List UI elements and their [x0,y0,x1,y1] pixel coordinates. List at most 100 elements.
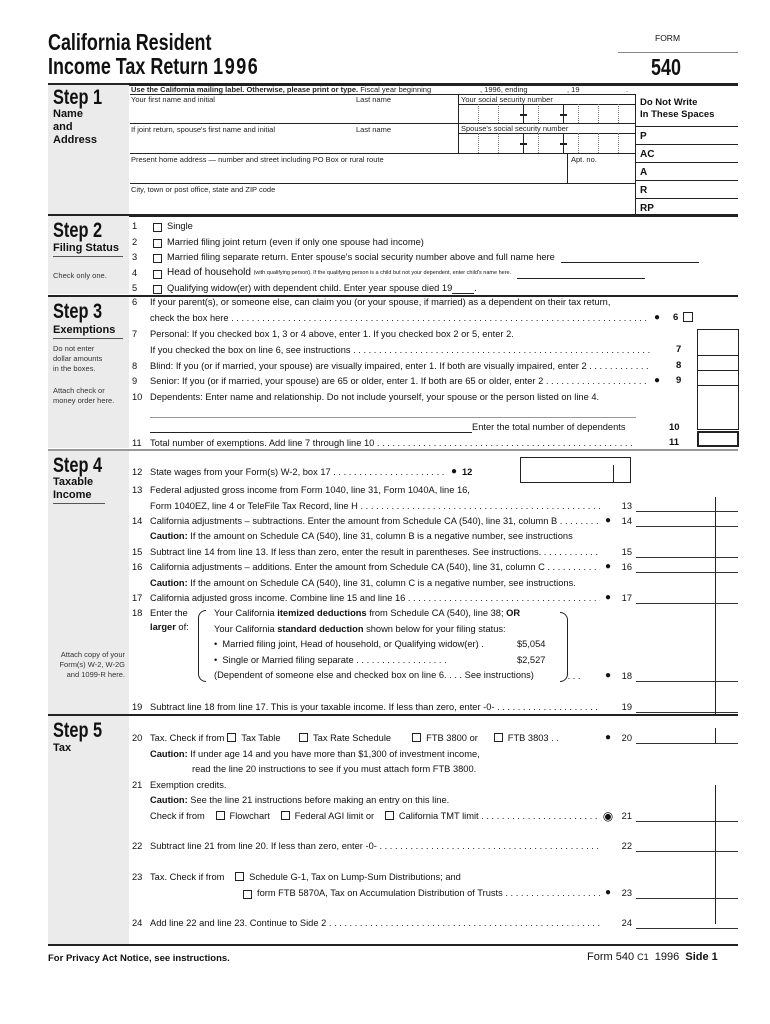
divider [697,370,738,371]
line-21-caution: Caution: See the line 21 instructions be… [150,795,450,805]
amount-field[interactable] [636,516,738,527]
year-field[interactable] [452,284,475,294]
line-8: 8 Blind: If you (or if married, your spou… [130,359,650,372]
spouse-ssn-label: Spouse's social security number [461,124,569,133]
divider [458,133,635,134]
deduction-single-amount: $2,527 [517,655,546,665]
last-name-label[interactable]: Last name [356,95,392,104]
checkbox[interactable] [153,285,162,294]
ssn-dash [523,104,524,123]
divider [130,123,635,124]
checkbox[interactable] [412,733,422,742]
amount-field[interactable] [636,888,738,899]
step3-heading: Step 3 [53,300,103,323]
line-18-amount: . . . ● 18 [565,669,738,682]
code-r: R [640,185,648,196]
amount-field[interactable] [636,671,738,682]
divider [130,153,635,154]
apt-label[interactable]: Apt. no. [571,155,597,164]
first-name-label[interactable]: Your first name and initial [131,95,215,104]
checkbox[interactable] [235,872,245,881]
total-exemptions-box[interactable] [697,431,739,447]
code-rp: RP [640,203,654,214]
exemption-boxes[interactable] [697,329,739,430]
line-number: 11 [669,437,680,448]
address-label[interactable]: Present home address — number and street… [131,155,384,164]
step2-heading: Step 2 [53,219,103,242]
amount-field[interactable] [636,593,738,604]
ssn-digit-divider [578,104,579,123]
spouse-last-name-label[interactable]: Last name [356,125,392,134]
form-label: FORM [655,33,681,43]
amount-field[interactable] [636,811,738,822]
line-20: 20 Tax. Check if from Tax Table Tax Rate S… [130,731,738,744]
step1-section: Name and Address [53,108,98,146]
checkbox[interactable] [280,811,290,820]
divider [635,180,738,181]
cents-divider [715,728,716,744]
line-17: 17 California adjusted gross income. Comb… [130,591,738,604]
checkbox[interactable] [243,890,252,899]
line-number: 6 [673,312,679,323]
divider [48,449,738,451]
line-10: 10 Dependents: Enter name and relationshi… [132,392,600,402]
amount-field[interactable] [636,841,738,852]
amount-field[interactable] [636,702,738,713]
amount-field[interactable] [636,562,738,573]
divider [613,465,614,482]
amount-field[interactable] [636,547,738,558]
spouse-name-field[interactable] [560,253,699,263]
checkbox[interactable] [153,254,162,263]
spouse-first-name-label[interactable]: If joint return, spouse's first name and… [131,125,276,134]
ssn-digit-divider [618,133,619,153]
dependents-field[interactable] [150,432,472,433]
line-14-caution: Caution: If the amount on Schedule CA (5… [150,531,573,541]
checkbox[interactable] [153,270,162,279]
state-wages-field[interactable] [520,457,631,483]
divider [130,183,635,184]
line-9: 9 Senior: If you (or if married, your spo… [130,374,650,387]
divider [635,162,738,163]
checkbox[interactable] [153,223,162,232]
line-18: 18 Enter the [132,608,188,618]
checkbox[interactable] [493,733,503,742]
child-name-field[interactable] [517,269,646,279]
amount-field[interactable] [636,501,738,512]
fiscal-1996: , 1996, ending [480,85,528,94]
divider [635,144,738,145]
line-11: 11 Total number of exemptions. Add line 7… [130,436,635,449]
checkbox[interactable] [215,811,225,820]
bullet-icon: ● [654,312,661,323]
step5-heading: Step 5 [53,719,103,742]
divider [635,94,636,214]
checkbox[interactable] [227,733,237,742]
dependent-checkbox[interactable] [683,312,693,322]
checkbox[interactable] [153,239,162,248]
ssn-digit-divider [478,133,479,153]
divider [635,126,738,127]
form-number: 540 [651,54,681,80]
amount-field[interactable] [636,918,738,929]
filing-option-5: 5 Qualifying widow(er) with dependent chi… [132,283,477,294]
line-number: 9 [676,375,682,386]
attach-w2-note: Attach copy of your Form(s) W-2, W-2G an… [59,650,125,679]
checkbox[interactable] [299,733,309,742]
city-label[interactable]: City, town or post office, state and ZIP… [131,185,276,194]
fiscal-19: , 19 [567,85,580,94]
checkbox[interactable] [384,811,394,820]
step4-heading: Step 4 [53,454,103,477]
deduction-single: • Single or Married filing separate . . … [214,655,447,665]
line-number: 8 [676,360,682,371]
line-22: 22 Subtract line 21 from line 20. If less… [130,839,738,852]
code-ac: AC [640,149,655,160]
dependents-field[interactable] [150,417,636,418]
divider [48,714,738,716]
title-year: 1996 [213,53,260,79]
form-title-line1: California Resident [48,29,212,55]
divider [48,214,738,217]
step2-note: Check only one. [53,271,107,280]
divider [618,52,738,53]
divider [48,83,738,86]
divider [567,153,568,183]
amount-field[interactable] [636,733,738,744]
